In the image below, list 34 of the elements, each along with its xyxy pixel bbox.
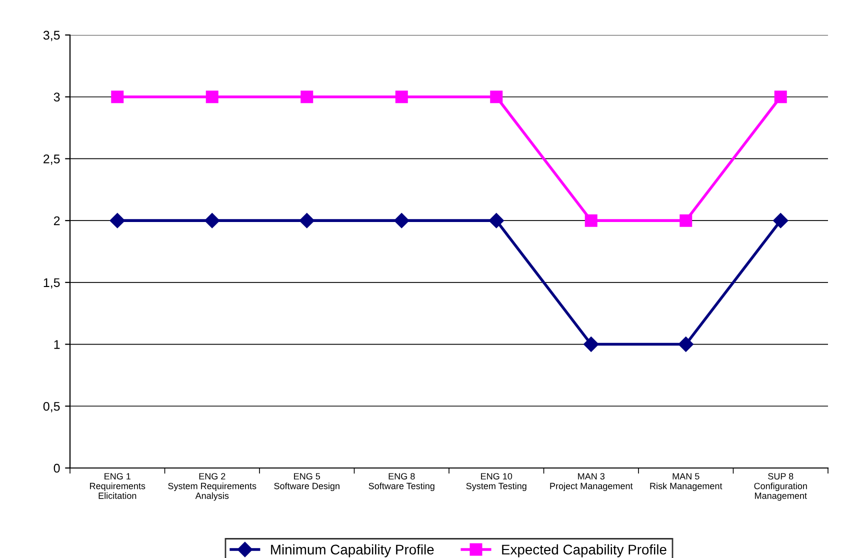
x-tick-label: MAN 5 Risk Management xyxy=(650,473,722,491)
point xyxy=(773,213,788,228)
y-tick-label: 0,5 xyxy=(43,402,60,412)
point xyxy=(678,336,694,352)
point xyxy=(299,213,314,228)
point xyxy=(490,90,503,104)
point xyxy=(110,213,125,228)
point xyxy=(488,213,504,228)
point xyxy=(204,213,220,228)
point xyxy=(394,213,410,228)
legend-label: Minimum Capability Profile xyxy=(271,544,434,558)
x-tick-label: ENG 2 System Requirements Analysis xyxy=(168,473,256,501)
x-tick-label: ENG 8 Software Testing xyxy=(368,473,434,491)
y-tick-label: 0 xyxy=(54,464,60,473)
point xyxy=(206,90,218,104)
y-tick-label: 1 xyxy=(54,340,60,349)
y-tick-label: 2,5 xyxy=(44,154,60,165)
x-tick-label: SUP 8 Configuration Management xyxy=(754,473,807,501)
y-tick-label: 3 xyxy=(54,92,60,102)
y-tick-label: 2 xyxy=(54,216,60,226)
point xyxy=(680,214,692,227)
point xyxy=(395,90,408,104)
legend-label: Expected Capability Profile xyxy=(502,544,666,558)
point xyxy=(584,336,599,352)
point xyxy=(774,90,787,104)
x-tick-label: MAN 3 Project Management xyxy=(550,473,633,491)
y-tick-label: 1,5 xyxy=(44,278,60,289)
x-tick-label: ENG 1 Requirements Elicitation xyxy=(90,473,146,499)
x-tick-label: ENG 5 Software Design xyxy=(274,473,340,491)
x-tick-label: ENG 10 System Testing xyxy=(466,473,526,491)
point xyxy=(584,214,598,227)
point xyxy=(111,90,124,104)
point xyxy=(300,90,314,104)
y-tick-label: 3,5 xyxy=(43,30,60,42)
